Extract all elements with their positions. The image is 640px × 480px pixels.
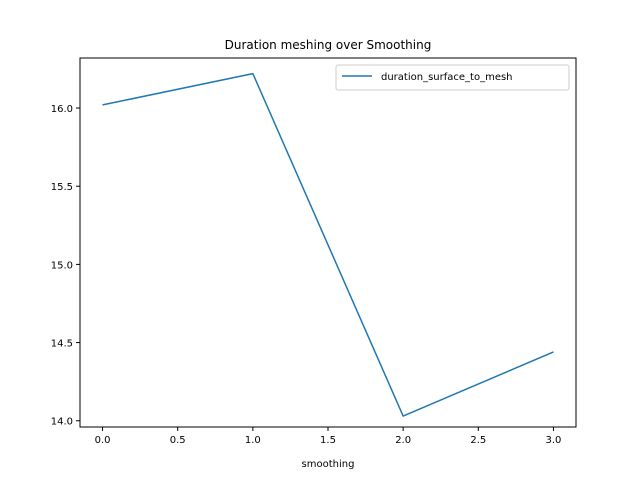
- x-tick-label: 0.0: [95, 435, 111, 446]
- chart-title: Duration meshing over Smoothing: [225, 38, 432, 52]
- y-tick-label: 14.0: [51, 417, 73, 428]
- y-axis-ticks: 14.0 14.5 15.0 15.5 16.0: [51, 104, 80, 428]
- series-line-0: [102, 72, 554, 417]
- y-tick-label: 16.0: [51, 104, 73, 115]
- plot-area-frame: [79, 57, 577, 428]
- y-tick-label: 14.5: [51, 339, 73, 350]
- x-tick-label: 2.0: [395, 435, 411, 446]
- x-tick-label: 1.0: [245, 435, 261, 446]
- x-tick-label: 3.0: [546, 435, 562, 446]
- x-tick-label: 1.5: [320, 435, 336, 446]
- legend-label: duration_surface_to_mesh: [381, 72, 513, 83]
- x-axis-ticks: 0.0 0.5 1.0 1.5 2.0 2.5 3.0: [95, 427, 562, 446]
- legend: duration_surface_to_mesh: [335, 64, 570, 91]
- x-tick-label: 2.5: [470, 435, 486, 446]
- y-tick-label: 15.5: [51, 182, 73, 193]
- y-tick-label: 15.0: [51, 260, 73, 271]
- series-layer: [102, 72, 554, 417]
- x-axis-label: smoothing: [302, 459, 355, 470]
- legend-box: [335, 64, 570, 91]
- x-tick-label: 0.5: [170, 435, 186, 446]
